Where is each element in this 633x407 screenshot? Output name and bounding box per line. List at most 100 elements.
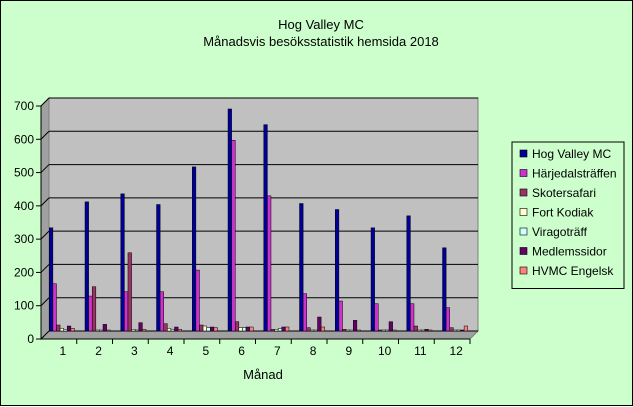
legend-label: Härjedalsträffen bbox=[532, 167, 617, 181]
bar bbox=[102, 324, 107, 332]
y-tick-label: 500 bbox=[14, 166, 34, 180]
bar bbox=[142, 329, 147, 332]
bar bbox=[317, 316, 322, 332]
plot-side-wall bbox=[40, 96, 50, 341]
legend-swatch bbox=[519, 227, 528, 236]
bar bbox=[345, 329, 350, 332]
legend-swatch bbox=[519, 149, 528, 158]
bar bbox=[406, 215, 411, 332]
x-tick-label: 7 bbox=[274, 344, 281, 358]
bar bbox=[131, 329, 136, 332]
bar bbox=[99, 329, 104, 332]
bar bbox=[281, 326, 286, 332]
bar bbox=[410, 303, 415, 332]
bar bbox=[453, 329, 458, 332]
legend-swatch bbox=[519, 208, 528, 216]
bar bbox=[124, 291, 129, 332]
x-tick-label: 11 bbox=[414, 344, 427, 358]
bar bbox=[424, 329, 429, 332]
bar bbox=[67, 325, 72, 332]
legend-label: Viragoträff bbox=[532, 225, 588, 239]
bar bbox=[202, 325, 207, 332]
bar bbox=[192, 166, 197, 332]
bar bbox=[159, 291, 164, 332]
bar bbox=[84, 201, 89, 332]
bar bbox=[127, 252, 132, 332]
bar bbox=[213, 327, 218, 332]
bar bbox=[274, 329, 279, 332]
bar bbox=[88, 295, 93, 332]
bar bbox=[95, 329, 100, 332]
x-tick-label: 5 bbox=[203, 344, 210, 358]
bar bbox=[377, 329, 383, 332]
x-tick-label: 8 bbox=[310, 344, 317, 358]
x-tick-label: 3 bbox=[131, 344, 138, 358]
bar bbox=[374, 303, 379, 332]
x-tick-label: 2 bbox=[95, 344, 102, 358]
bar bbox=[163, 323, 168, 332]
bar bbox=[463, 325, 468, 332]
legend-box bbox=[511, 141, 625, 289]
bar bbox=[227, 108, 232, 332]
plot-background bbox=[48, 97, 479, 332]
bar bbox=[313, 329, 318, 332]
bar bbox=[445, 307, 450, 332]
bar bbox=[420, 329, 426, 332]
gridline-depth bbox=[40, 197, 50, 207]
bar bbox=[134, 329, 140, 332]
gridline-depth bbox=[40, 297, 50, 307]
bar bbox=[231, 140, 236, 332]
x-tick-label: 4 bbox=[167, 344, 174, 358]
y-tick-label: 200 bbox=[14, 265, 34, 279]
bar bbox=[310, 329, 315, 332]
legend-label: HVMC Engelsk bbox=[532, 264, 614, 278]
y-tick-label: 100 bbox=[14, 299, 34, 313]
legend-swatch bbox=[519, 188, 528, 197]
bar bbox=[91, 286, 97, 332]
legend-label: Skotersafari bbox=[532, 186, 596, 200]
bar bbox=[267, 195, 272, 332]
gridline-depth bbox=[40, 164, 50, 173]
gridline-depth bbox=[40, 130, 50, 140]
bar bbox=[349, 329, 354, 332]
bar bbox=[456, 329, 461, 332]
x-tick-label: 6 bbox=[238, 344, 245, 358]
gridline-depth bbox=[40, 330, 50, 340]
bar bbox=[206, 327, 211, 332]
y-tick-label: 400 bbox=[14, 199, 34, 213]
y-tick-label: 600 bbox=[14, 132, 34, 146]
bar bbox=[388, 321, 393, 332]
bar bbox=[59, 328, 64, 332]
bar bbox=[270, 329, 275, 332]
bar bbox=[199, 324, 204, 332]
x-tick-label: 12 bbox=[449, 344, 463, 358]
legend-swatch bbox=[519, 169, 528, 177]
bar bbox=[242, 327, 247, 332]
bar bbox=[428, 329, 433, 332]
legend-swatch bbox=[519, 247, 528, 255]
bar bbox=[195, 269, 200, 332]
gridline-depth bbox=[40, 264, 50, 273]
bar bbox=[381, 329, 386, 332]
bar bbox=[302, 293, 307, 332]
legend-label: Fort Kodiak bbox=[532, 206, 594, 220]
bar bbox=[370, 227, 375, 332]
y-tick-label: 0 bbox=[27, 332, 34, 346]
chart-subtitle: Månadsvis besöksstatistik hemsida 2018 bbox=[203, 34, 439, 49]
bar bbox=[417, 329, 422, 332]
legend: Hog Valley MC Härjedalsträffen Skotersafar… bbox=[511, 141, 625, 289]
x-tick-label: 1 bbox=[60, 344, 67, 358]
bar bbox=[234, 321, 240, 332]
chart-title: Hog Valley MC bbox=[278, 17, 364, 32]
bar bbox=[460, 329, 465, 332]
x-axis-title: Månad bbox=[243, 367, 283, 382]
plot-floor bbox=[39, 330, 480, 340]
bar bbox=[413, 325, 418, 332]
bar bbox=[342, 329, 347, 332]
bar bbox=[174, 326, 179, 332]
gridline-depth bbox=[40, 97, 50, 107]
bar bbox=[392, 329, 397, 332]
